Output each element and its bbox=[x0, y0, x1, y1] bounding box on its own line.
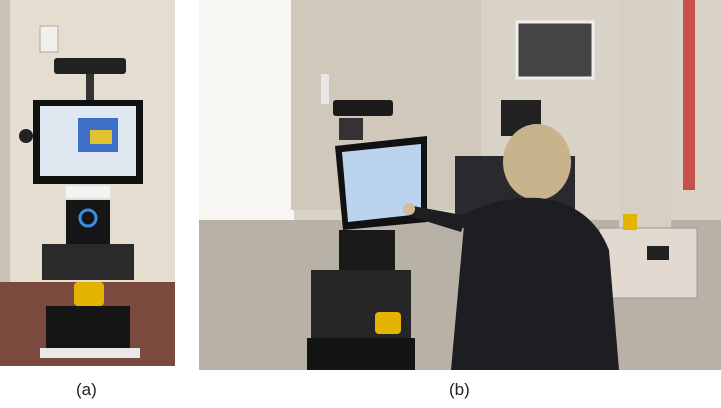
caption-a: (a) bbox=[76, 380, 97, 399]
yellow-drive-unit bbox=[74, 282, 104, 306]
screen-highlight bbox=[90, 130, 112, 144]
robot-photo-b bbox=[199, 0, 721, 370]
person-hand bbox=[403, 203, 415, 215]
red-wall-strip bbox=[683, 0, 695, 190]
person-body bbox=[451, 197, 619, 370]
side-knob bbox=[19, 129, 33, 143]
electronics-rack bbox=[42, 244, 134, 280]
neck-band bbox=[66, 186, 110, 198]
wall-edge bbox=[0, 0, 10, 366]
base-plate bbox=[40, 348, 140, 358]
sensor-mast bbox=[339, 118, 363, 140]
caption-b: (b) bbox=[449, 380, 470, 399]
photo-panel-b bbox=[199, 0, 721, 370]
camera-sensor bbox=[321, 74, 329, 104]
status-ring bbox=[78, 208, 98, 228]
photo-panel-a bbox=[0, 0, 175, 366]
touch-screen bbox=[342, 144, 421, 222]
wall-picture bbox=[515, 20, 595, 80]
robot-photo-a bbox=[0, 0, 175, 366]
depth-sensor bbox=[333, 100, 393, 116]
base-platform bbox=[46, 306, 130, 348]
bright-window bbox=[199, 0, 294, 220]
sensor-mast bbox=[86, 74, 94, 102]
person-head bbox=[503, 124, 571, 200]
camera-sensor bbox=[39, 25, 59, 53]
yellow-cup bbox=[623, 214, 637, 230]
base-platform bbox=[307, 338, 415, 370]
torso-unit bbox=[66, 200, 110, 244]
depth-sensor bbox=[54, 58, 126, 74]
table-device bbox=[647, 246, 669, 260]
yellow-drive-unit bbox=[375, 312, 401, 334]
person-arm bbox=[409, 206, 467, 232]
side-table bbox=[598, 227, 698, 299]
